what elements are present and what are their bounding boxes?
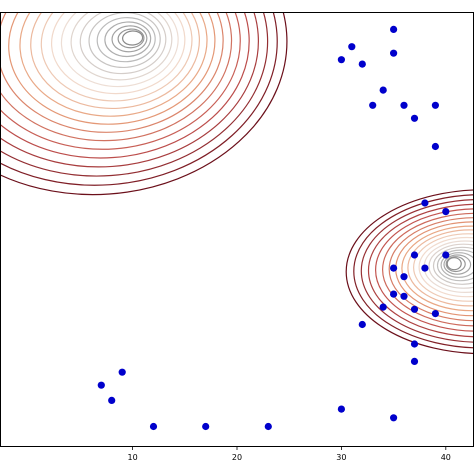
contour-line <box>0 12 269 177</box>
contour-line <box>401 225 474 312</box>
scatter-points <box>97 25 450 431</box>
data-point <box>410 305 419 313</box>
data-point <box>379 303 387 311</box>
data-point <box>390 49 398 57</box>
contour-line <box>0 12 233 142</box>
contour-line <box>418 236 474 298</box>
contour-line <box>413 233 474 302</box>
data-point <box>358 60 366 68</box>
contour-layer <box>0 12 474 355</box>
contour-line <box>428 243 474 289</box>
data-point <box>442 208 450 216</box>
data-point <box>358 320 366 329</box>
contour-line <box>0 12 259 168</box>
contour-set-2 <box>345 189 474 355</box>
contour-line <box>446 257 462 271</box>
contour-line <box>436 249 474 282</box>
data-point <box>202 422 210 431</box>
contour-line <box>96 17 156 63</box>
contour-line <box>345 189 474 355</box>
data-point <box>390 264 398 272</box>
data-point <box>400 101 408 109</box>
contour-set-1 <box>0 12 288 196</box>
contour-line <box>353 194 474 349</box>
data-point <box>379 86 387 94</box>
contour-line <box>30 12 200 110</box>
data-point <box>390 414 398 422</box>
data-point <box>97 381 105 389</box>
contour-line <box>122 30 144 46</box>
x-tick-label: 10 <box>128 453 138 462</box>
data-point <box>421 264 429 272</box>
data-point <box>118 368 126 376</box>
data-point <box>337 56 345 64</box>
contour-line <box>19 12 208 117</box>
contour-line <box>432 246 474 285</box>
data-point <box>410 340 419 348</box>
data-point <box>410 114 419 122</box>
data-point <box>431 142 439 151</box>
contour-line <box>375 208 474 332</box>
contour-line <box>50 12 186 95</box>
data-point <box>390 290 398 298</box>
data-point <box>431 310 439 318</box>
x-axis-ticks: 10 20 30 40 <box>128 446 451 462</box>
contour-line <box>60 12 179 88</box>
data-point <box>108 396 116 404</box>
contour-line <box>0 12 288 196</box>
x-tick-label: 40 <box>441 453 451 462</box>
contour-line <box>0 12 241 150</box>
plot-axes <box>0 12 474 447</box>
data-point <box>348 43 356 51</box>
contour-line <box>367 203 474 338</box>
data-point <box>410 251 419 259</box>
contour-line <box>445 256 466 273</box>
data-point <box>337 405 345 413</box>
data-point <box>400 292 408 300</box>
contour-line <box>407 229 474 307</box>
data-point <box>410 357 419 365</box>
contour-line <box>8 12 216 125</box>
data-point <box>149 422 158 431</box>
data-point <box>369 101 377 109</box>
contour-line <box>440 252 474 278</box>
contour-line <box>443 254 472 275</box>
data-point <box>421 199 429 207</box>
contour-line <box>70 12 173 81</box>
contour-line <box>111 25 148 53</box>
contour-line <box>382 212 474 327</box>
data-point <box>264 422 272 431</box>
contour-line <box>388 217 474 322</box>
x-tick-label: 20 <box>232 453 242 462</box>
contour-line <box>117 28 145 49</box>
contour-line <box>79 12 167 75</box>
data-point <box>442 251 450 259</box>
contour-line <box>0 12 224 133</box>
data-point <box>431 101 439 109</box>
contour-line <box>104 21 152 58</box>
contour-line <box>0 12 278 186</box>
contour-line <box>0 12 250 159</box>
data-point <box>390 25 398 33</box>
data-point <box>400 273 408 281</box>
contour-line <box>40 12 193 102</box>
x-tick-label: 30 <box>336 453 346 462</box>
contour-line <box>360 199 474 343</box>
